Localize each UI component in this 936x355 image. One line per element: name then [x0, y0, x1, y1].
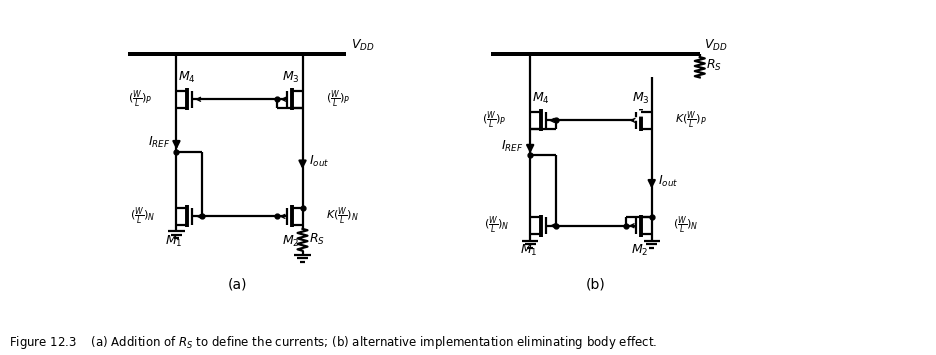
Text: $V_{DD}$: $V_{DD}$ [350, 38, 373, 53]
Text: $K(\frac{W}{L})_P$: $K(\frac{W}{L})_P$ [675, 110, 707, 131]
Text: (a): (a) [227, 277, 247, 291]
Text: $M_1$: $M_1$ [519, 243, 536, 258]
Text: $I_{out}$: $I_{out}$ [309, 154, 329, 169]
Text: $(\frac{W}{L})_N$: $(\frac{W}{L})_N$ [672, 215, 697, 236]
Text: $M_4$: $M_4$ [532, 91, 549, 106]
Text: $I_{REF}$: $I_{REF}$ [148, 135, 170, 150]
Text: $M_2$: $M_2$ [282, 234, 300, 248]
Text: $V_{DD}$: $V_{DD}$ [704, 38, 727, 53]
Text: $M_3$: $M_3$ [282, 70, 300, 85]
Text: $I_{out}$: $I_{out}$ [657, 174, 678, 189]
Text: Figure 12.3    (a) Addition of $R_S$ to define the currents; (b) alternative imp: Figure 12.3 (a) Addition of $R_S$ to def… [9, 334, 657, 351]
Text: $M_3$: $M_3$ [631, 91, 649, 106]
Text: $I_{REF}$: $I_{REF}$ [501, 138, 523, 154]
Text: $(\frac{W}{L})_P$: $(\frac{W}{L})_P$ [481, 110, 506, 131]
Text: (b): (b) [585, 277, 605, 291]
Text: $R_S$: $R_S$ [706, 58, 722, 73]
Text: $K(\frac{W}{L})_N$: $K(\frac{W}{L})_N$ [326, 206, 358, 227]
Text: $R_S$: $R_S$ [309, 232, 325, 247]
Text: $(\frac{W}{L})_N$: $(\frac{W}{L})_N$ [130, 206, 155, 227]
Text: $M_1$: $M_1$ [165, 234, 183, 248]
Text: $(\frac{W}{L})_P$: $(\frac{W}{L})_P$ [326, 88, 350, 110]
Text: $M_4$: $M_4$ [177, 70, 195, 85]
Text: $(\frac{W}{L})_N$: $(\frac{W}{L})_N$ [483, 215, 509, 236]
Text: $(\frac{W}{L})_P$: $(\frac{W}{L})_P$ [128, 88, 153, 110]
Text: $M_2$: $M_2$ [631, 243, 648, 258]
